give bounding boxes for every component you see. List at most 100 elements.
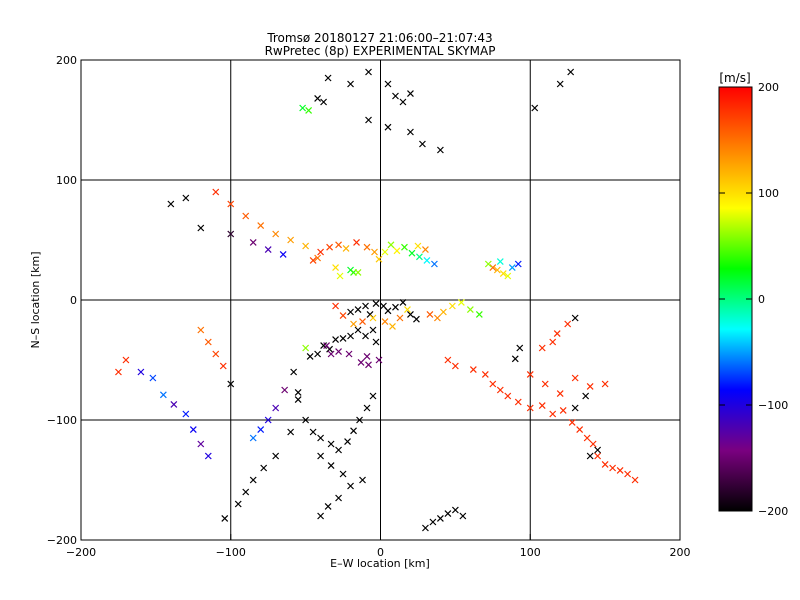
data-point [583,434,591,442]
data-point [354,268,362,276]
data-point [369,314,377,322]
data-point [363,352,371,360]
data-point [589,440,597,448]
data-point [508,264,516,272]
data-point [264,416,272,424]
data-point [433,314,441,322]
data-point [326,243,334,251]
data-point [616,466,624,474]
data-point [469,366,477,374]
data-point [306,352,314,360]
data-point [365,116,372,124]
data-point [436,514,444,522]
colorbar-tick-label: −200 [758,505,788,518]
data-point [430,260,438,268]
data-point [242,212,250,220]
data-point [363,404,371,412]
data-point [571,404,579,412]
data-point [137,368,145,376]
data-point [559,406,567,414]
data-point [504,392,512,400]
data-point [353,238,360,246]
data-point [362,302,369,310]
data-point [249,238,257,246]
data-point [392,303,399,311]
chart-subtitle: RwPretec (8p) EXPERIMENTAL SKYMAP [265,44,496,58]
data-point [365,68,372,76]
data-point [257,222,265,230]
data-point [347,80,354,88]
data-point [369,326,377,334]
data-point [531,104,539,112]
data-point [302,242,310,250]
data-point [227,380,235,388]
data-point [356,416,363,424]
data-point [309,428,317,436]
data-point [305,106,313,114]
data-point [197,224,205,232]
data-point [387,241,395,249]
data-point [526,370,534,378]
data-point [399,298,407,306]
x-axis-label: E–W location [km] [330,557,430,570]
data-point [335,446,342,454]
data-point [354,306,362,314]
data-point [624,470,632,478]
data-point [149,374,157,382]
data-point [249,434,257,442]
data-point [363,243,371,251]
data-point [414,242,422,250]
data-point [493,266,501,274]
data-point [314,350,322,358]
data-point [422,246,429,254]
data-point [571,374,579,382]
data-point [407,310,414,318]
data-point [350,320,357,328]
data-point [122,356,130,364]
data-point [299,104,307,112]
data-point [287,236,295,244]
x-tick-label: 200 [670,546,691,559]
data-point [272,404,280,412]
data-point [392,92,399,100]
data-point [264,246,272,254]
data-point [212,350,220,358]
data-point [399,98,407,106]
data-point [339,470,347,478]
data-point [384,123,392,131]
data-point [345,350,353,358]
data-point [549,410,557,418]
data-point [314,254,322,262]
data-point [375,255,383,263]
data-point [212,188,220,196]
data-point [335,494,342,502]
data-point [384,80,392,88]
data-point [511,355,519,363]
data-point [609,464,617,472]
data-point [294,396,302,404]
data-point [359,476,366,484]
data-point [332,336,339,344]
data-point [538,344,546,352]
data-point [404,306,411,314]
data-point [260,464,268,472]
data-point [419,140,426,148]
data-point [365,361,372,369]
data-point [357,358,365,366]
data-point [204,452,212,460]
data-point [339,334,347,342]
data-point [429,518,437,526]
data-point [549,338,557,346]
data-point [320,342,328,350]
data-point [350,427,357,435]
data-point [423,256,431,264]
data-point [516,344,524,352]
colorbar: 200 100 0 −100 −200 [718,81,788,518]
data-point [332,302,339,310]
data-point [115,368,122,376]
data-point [541,380,549,388]
data-point [234,500,242,508]
data-point [564,320,572,328]
data-point [538,402,546,410]
data-point [317,434,325,442]
